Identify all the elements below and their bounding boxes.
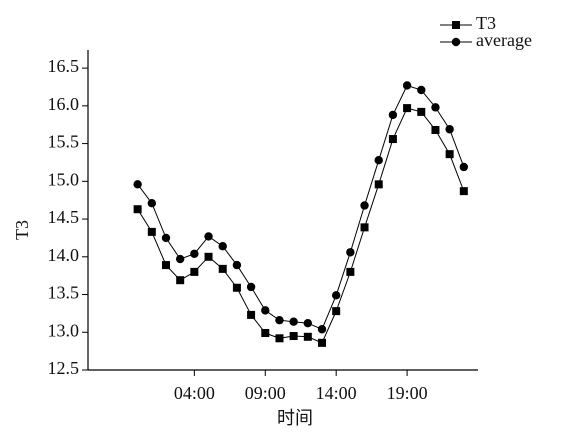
marker xyxy=(459,187,468,196)
x-axis-label: 时间 xyxy=(277,408,313,428)
marker xyxy=(161,233,171,243)
marker xyxy=(303,319,313,328)
marker xyxy=(445,125,454,134)
marker xyxy=(318,338,326,347)
marker xyxy=(388,110,398,120)
marker xyxy=(431,103,440,112)
legend-label: average xyxy=(476,30,532,50)
marker xyxy=(459,162,469,172)
y-axis-label: T3 xyxy=(12,220,32,240)
marker xyxy=(147,199,157,208)
x-tick-label: 04:00 xyxy=(174,383,215,403)
marker xyxy=(246,282,256,292)
marker xyxy=(402,81,412,90)
marker xyxy=(218,264,227,273)
y-tick-label: 14.0 xyxy=(48,245,80,265)
marker xyxy=(403,104,412,113)
marker xyxy=(451,37,461,47)
y-tick-label: 16.0 xyxy=(48,94,80,114)
marker xyxy=(275,334,284,343)
marker xyxy=(190,267,199,276)
marker xyxy=(289,317,298,326)
marker xyxy=(204,252,213,261)
y-tick-label: 15.5 xyxy=(48,132,80,152)
marker xyxy=(374,155,383,165)
marker xyxy=(218,242,227,251)
marker xyxy=(346,267,355,276)
marker xyxy=(317,325,327,334)
marker xyxy=(162,261,170,270)
marker xyxy=(374,180,383,189)
marker xyxy=(445,150,454,159)
x-tick-label: 09:00 xyxy=(245,383,286,403)
y-tick-label: 15.0 xyxy=(48,169,80,189)
marker xyxy=(346,248,355,257)
x-tick-label: 19:00 xyxy=(387,383,428,403)
marker xyxy=(133,180,142,189)
marker xyxy=(261,329,270,338)
marker xyxy=(332,307,341,316)
y-tick-label: 14.5 xyxy=(48,207,80,227)
marker xyxy=(289,332,298,341)
marker xyxy=(176,276,185,285)
marker xyxy=(431,126,440,134)
marker xyxy=(133,205,142,214)
marker xyxy=(247,310,256,319)
y-tick-label: 12.5 xyxy=(48,358,80,378)
marker xyxy=(175,254,185,264)
marker xyxy=(204,232,213,241)
marker xyxy=(417,85,426,95)
marker xyxy=(261,306,270,315)
marker xyxy=(232,260,242,270)
y-tick-label: 13.0 xyxy=(48,320,80,340)
y-tick-label: 13.5 xyxy=(48,283,80,303)
marker xyxy=(388,135,397,144)
marker xyxy=(417,107,426,116)
series-line xyxy=(137,107,465,344)
marker xyxy=(190,249,199,258)
series-line xyxy=(137,84,465,330)
marker xyxy=(232,283,241,292)
marker xyxy=(452,21,460,29)
marker xyxy=(147,227,156,236)
marker xyxy=(360,223,369,232)
x-tick-label: 14:00 xyxy=(316,383,357,403)
marker xyxy=(331,291,341,300)
y-tick-label: 16.5 xyxy=(48,56,80,76)
marker xyxy=(360,201,369,210)
legend-label: T3 xyxy=(476,13,496,33)
marker xyxy=(303,332,312,341)
marker xyxy=(275,315,284,325)
